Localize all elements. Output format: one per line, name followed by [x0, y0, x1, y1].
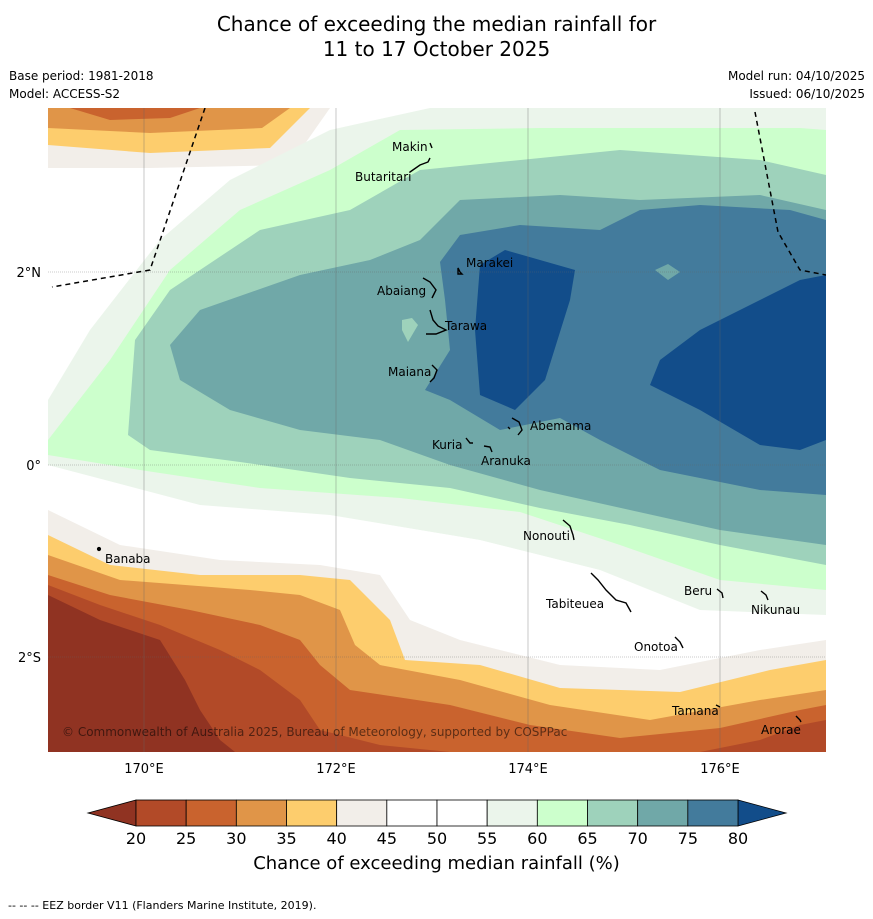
island-marakei: [457, 267, 464, 275]
colorbar-segment: [286, 799, 338, 827]
island-maiana: [429, 364, 438, 383]
island-kuria: [465, 437, 473, 444]
colorbar-tick-label: 70: [627, 829, 647, 848]
island-nikunau: [760, 590, 769, 601]
island-tarawa: [426, 309, 448, 335]
model-name: Model: ACCESS-S2: [9, 87, 121, 101]
colorbar-segment: [587, 799, 639, 827]
copyright-notice: © Commonwealth of Australia 2025, Bureau…: [62, 725, 567, 739]
eez-border-west: [51, 108, 206, 288]
island-butaritari: [409, 157, 431, 173]
label-tarawa: Tarawa: [444, 319, 487, 333]
colorbar-segment: [386, 799, 438, 827]
lat-label-2n: 2°N: [17, 266, 42, 281]
colorbar-segment: [637, 799, 689, 827]
lon-label-172e: 172°E: [316, 762, 356, 777]
island-aranuka: [483, 445, 493, 453]
colorbar-tick-label: 40: [326, 829, 346, 848]
colorbar-tick-label: 35: [276, 829, 296, 848]
label-tabiteuea: Tabiteuea: [545, 597, 604, 611]
island-arorae: [795, 715, 802, 723]
title-line-1: Chance of exceeding the median rainfall …: [216, 12, 657, 36]
meta-right: Model run: 04/10/2025 Issued: 06/10/2025: [728, 67, 865, 103]
graticule: [48, 108, 826, 752]
title-line-2: 11 to 17 October 2025: [322, 37, 551, 61]
island-abemama: [507, 417, 523, 436]
band-70-patch: [655, 264, 680, 280]
band-below-20: [48, 595, 235, 752]
island-abaiang: [422, 277, 437, 299]
label-marakei: Marakei: [466, 256, 513, 270]
model-run: Model run: 04/10/2025: [727, 69, 865, 83]
label-arorae: Arorae: [761, 723, 801, 737]
island-banaba: [96, 546, 102, 552]
eez-footnote: -- -- -- EEZ border V11 (Flanders Marine…: [8, 899, 317, 912]
colorbar-over-arrow: [737, 799, 788, 827]
eez-borders: [51, 108, 826, 288]
colorbar-segment: [135, 799, 187, 827]
colorbar-tick-label: 25: [176, 829, 196, 848]
label-onotoa: Onotoa: [634, 640, 678, 654]
colorbar-tick-label: 20: [126, 829, 146, 848]
lon-label-174e: 174°E: [508, 762, 548, 777]
colorbar-tick-label: 65: [577, 829, 597, 848]
colorbar-segment: [336, 799, 388, 827]
band-25-top: [70, 108, 200, 120]
island-nonouti: [562, 519, 575, 541]
contour-layer: [48, 108, 826, 752]
colorbar-label: Chance of exceeding median rainfall (%): [253, 853, 620, 874]
label-tamana: Tamana: [671, 704, 719, 718]
label-beru: Beru: [684, 584, 712, 598]
lat-label-2s: 2°S: [18, 651, 41, 666]
colorbar-segment: [486, 799, 538, 827]
colorbar-tick-label: 30: [226, 829, 246, 848]
band-above-80-west: [475, 250, 575, 410]
label-butaritari: Butaritari: [355, 170, 412, 184]
map-title: Chance of exceeding the median rainfall …: [0, 12, 873, 62]
label-makin: Makin: [392, 140, 428, 154]
colorbar-tick-label: 55: [477, 829, 497, 848]
colorbar-segment: [536, 799, 588, 827]
colorbar-tick-label: 80: [728, 829, 748, 848]
island-onotoa: [674, 636, 684, 649]
colorbar-segment: [687, 799, 739, 827]
colorbar-tick-label: 60: [527, 829, 547, 848]
colorbar-tick-label: 45: [377, 829, 397, 848]
issued-date: Issued: 06/10/2025: [749, 87, 865, 101]
place-labels: Makin Butaritari Marakei Abaiang Tarawa …: [105, 140, 801, 737]
axis-labels: 170°E 172°E 174°E 176°E 2°N 0° 2°S: [17, 266, 740, 777]
label-nonouti: Nonouti: [523, 529, 570, 543]
label-maiana: Maiana: [388, 365, 431, 379]
label-abemama: Abemama: [530, 419, 591, 433]
colorbar-tick-label: 75: [678, 829, 698, 848]
band-above-80-east: [650, 275, 826, 450]
colorbar-tick-label: 50: [427, 829, 447, 848]
colorbar-segment: [185, 799, 237, 827]
colorbar-segment: [235, 799, 287, 827]
label-abaiang: Abaiang: [377, 284, 426, 298]
lon-label-170e: 170°E: [124, 762, 164, 777]
band-65-patch: [402, 318, 418, 342]
meta-left: Base period: 1981-2018 Model: ACCESS-S2: [9, 67, 154, 103]
lon-label-176e: 176°E: [700, 762, 740, 777]
island-makin: [429, 142, 433, 149]
label-kuria: Kuria: [432, 438, 463, 452]
colorbar-under-arrow: [86, 799, 137, 827]
island-tamana: [715, 704, 721, 708]
label-banaba: Banaba: [105, 552, 151, 566]
lat-label-0: 0°: [26, 459, 41, 474]
band-20-se: [700, 720, 826, 752]
colorbar-segment: [436, 799, 488, 827]
island-tabiteuea: [590, 572, 632, 613]
label-aranuka: Aranuka: [481, 454, 531, 468]
island-beru: [716, 588, 724, 599]
colorbar: 20 25 30 35 40 45 50 55 60 65 70 75 80: [86, 799, 788, 848]
label-nikunau: Nikunau: [751, 603, 800, 617]
base-period: Base period: 1981-2018: [9, 69, 154, 83]
eez-border-east: [754, 111, 826, 276]
islands: [96, 142, 802, 723]
